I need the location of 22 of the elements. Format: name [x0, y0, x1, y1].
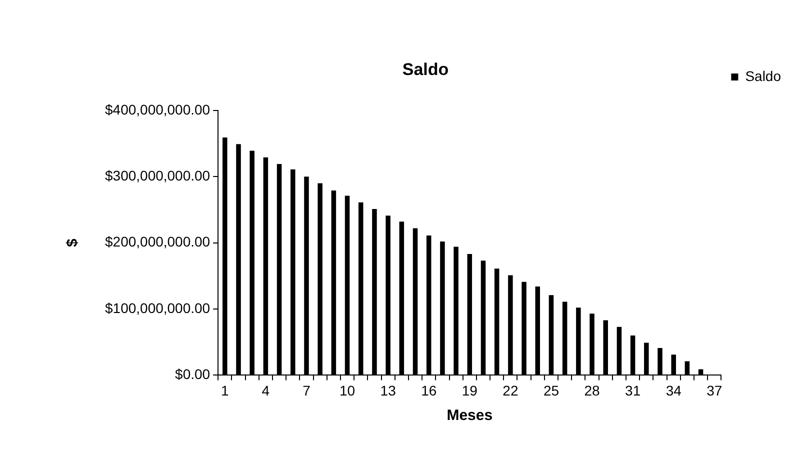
- x-tick-label: 4: [262, 382, 270, 398]
- y-tick-label: $200,000,000.00: [104, 234, 210, 250]
- x-tick-label: 34: [666, 382, 682, 398]
- x-tick-label: 25: [543, 382, 560, 398]
- y-axis-title: $: [64, 238, 82, 247]
- y-tick-label: $100,000,000.00: [104, 300, 210, 316]
- x-tick-label: 31: [625, 382, 641, 398]
- legend-label: Saldo: [745, 68, 782, 84]
- y-tick-label: $0.00: [175, 366, 210, 382]
- x-tick-label: 28: [584, 382, 600, 398]
- x-tick-label: 7: [302, 382, 311, 398]
- x-axis-title: Meses: [446, 407, 493, 424]
- chart-title: Saldo: [402, 60, 449, 79]
- x-tick-label: 13: [380, 382, 396, 398]
- y-tick-label: $400,000,000.00: [104, 101, 210, 118]
- x-tick-label: 37: [706, 382, 722, 398]
- x-tick-label: 22: [502, 382, 518, 398]
- y-tick-label: $300,000,000.00: [104, 167, 210, 184]
- x-tick-label: 1: [221, 382, 230, 398]
- x-tick-label: 19: [462, 382, 478, 398]
- x-tick-label: 16: [421, 382, 437, 398]
- x-tick-label: 10: [339, 382, 356, 398]
